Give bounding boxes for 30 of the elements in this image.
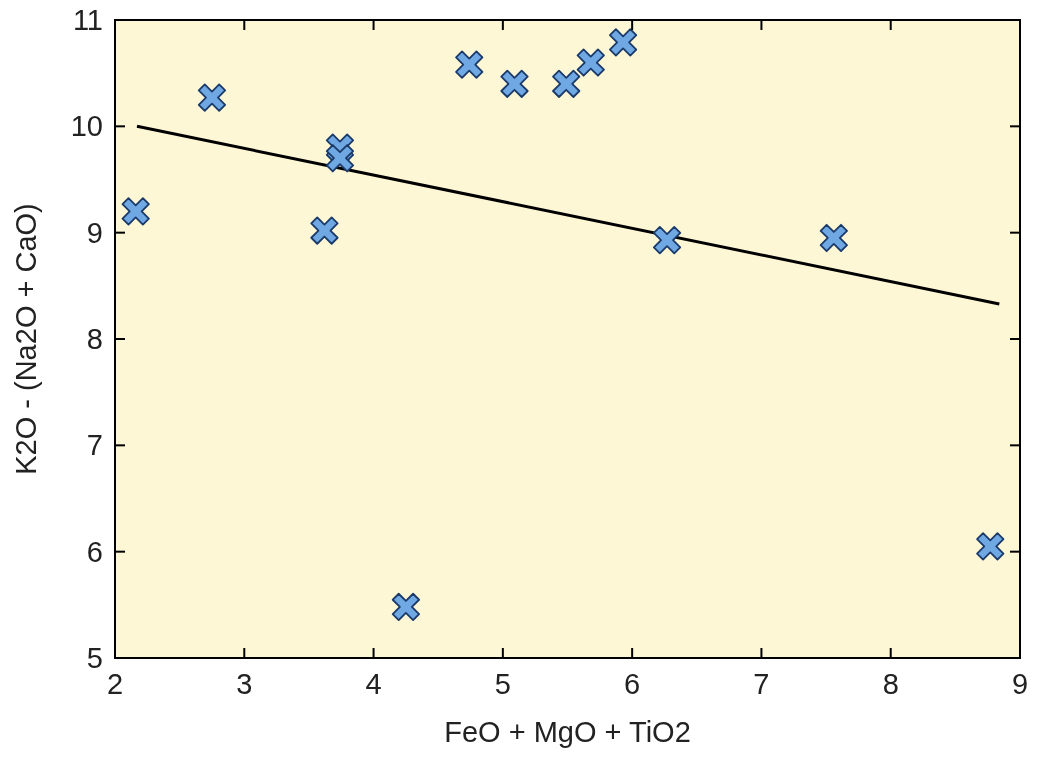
point bbox=[552, 69, 581, 98]
point bbox=[197, 83, 227, 112]
point bbox=[325, 144, 355, 173]
point bbox=[500, 69, 529, 98]
x-tick-label: 4 bbox=[365, 668, 382, 700]
x-tick-label: 2 bbox=[106, 668, 124, 700]
y-tick-label: 9 bbox=[86, 216, 103, 249]
point bbox=[310, 216, 339, 245]
y-axis-title: K2O - (Na2O + CaO) bbox=[10, 203, 42, 475]
y-tick-label: 7 bbox=[86, 429, 103, 462]
point bbox=[608, 28, 638, 57]
x-tick-label: 6 bbox=[624, 668, 641, 700]
x-tick-label: 3 bbox=[236, 668, 253, 700]
y-tick-label: 8 bbox=[86, 323, 103, 355]
y-tick-label: 5 bbox=[86, 642, 103, 674]
point bbox=[576, 48, 605, 77]
x-tick-label: 9 bbox=[1011, 668, 1029, 700]
x-axis-title: FeO + MgO + TiO2 bbox=[444, 716, 691, 748]
y-tick-label: 6 bbox=[86, 535, 103, 568]
x-tick-label: 8 bbox=[882, 668, 899, 700]
point bbox=[391, 592, 420, 622]
y-tick-label: 10 bbox=[70, 110, 103, 143]
point bbox=[819, 223, 848, 253]
x-tick-label: 5 bbox=[494, 668, 511, 700]
x-tick-label: 7 bbox=[753, 668, 770, 700]
point bbox=[976, 532, 1005, 561]
y-tick-label: 11 bbox=[72, 4, 103, 36]
point bbox=[652, 226, 682, 255]
point bbox=[455, 50, 484, 79]
point bbox=[121, 197, 150, 226]
